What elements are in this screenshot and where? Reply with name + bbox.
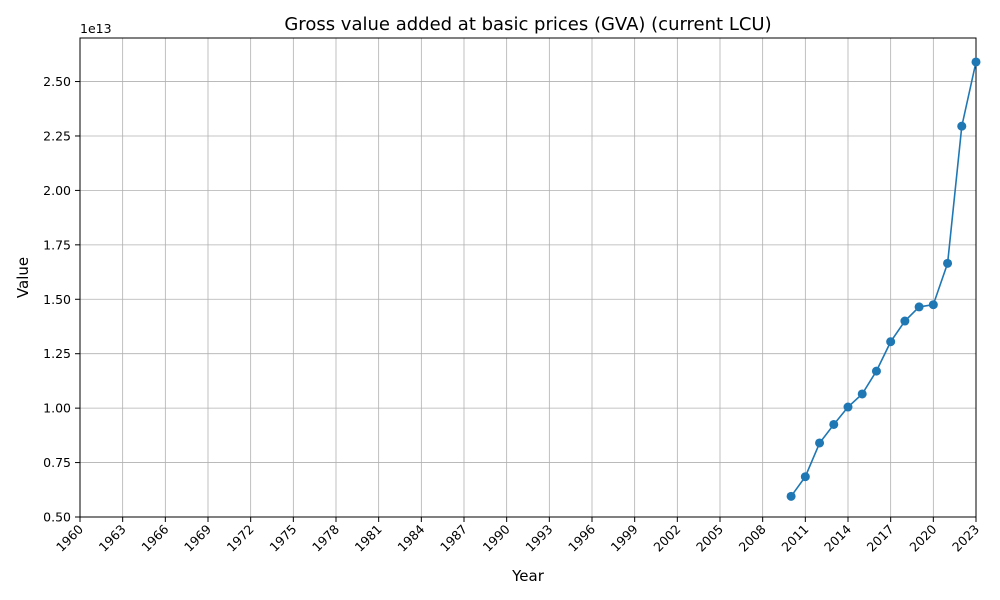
x-tick-label: 2014 bbox=[821, 521, 854, 554]
x-tick-label: 2011 bbox=[778, 522, 811, 555]
data-point bbox=[957, 121, 967, 131]
y-tick-label: 1.50 bbox=[43, 292, 71, 307]
x-tick-label: 2023 bbox=[949, 522, 982, 555]
x-axis: 1960 1963 1966 1969 1972 1975 1978 1981 1984 1987… bbox=[53, 517, 982, 555]
chart-title: Gross value added at basic prices (GVA) … bbox=[284, 14, 771, 35]
data-point bbox=[928, 300, 938, 310]
y-tick-label: 2.50 bbox=[43, 74, 71, 89]
y-tick-label: 1.75 bbox=[43, 237, 71, 252]
x-tick-label: 2008 bbox=[736, 521, 769, 554]
y-tick-label: 0.75 bbox=[43, 455, 71, 470]
y-tick-label: 1.00 bbox=[43, 401, 71, 416]
x-tick-label: 1993 bbox=[522, 522, 555, 555]
data-point bbox=[829, 419, 839, 429]
x-tick-label: 1987 bbox=[437, 522, 470, 555]
x-tick-label: 2005 bbox=[693, 522, 726, 555]
x-tick-label: 1966 bbox=[138, 521, 171, 554]
plot-frame bbox=[79, 37, 977, 518]
y-axis-multiplier: 1e13 bbox=[80, 21, 112, 36]
data-point bbox=[871, 366, 881, 376]
data-points bbox=[786, 57, 981, 501]
x-tick-label: 1990 bbox=[480, 521, 513, 554]
x-tick-label: 1975 bbox=[266, 522, 299, 555]
data-point bbox=[943, 258, 953, 268]
data-point bbox=[786, 491, 796, 501]
data-point bbox=[900, 316, 910, 326]
x-tick-label: 1969 bbox=[181, 521, 214, 554]
y-tick-label: 2.00 bbox=[43, 183, 71, 198]
x-tick-label: 1960 bbox=[53, 521, 86, 554]
y-axis-label: Value bbox=[14, 257, 32, 298]
x-tick-label: 1984 bbox=[394, 521, 427, 554]
y-tick-label: 2.25 bbox=[43, 128, 71, 143]
x-tick-label: 1963 bbox=[96, 522, 129, 555]
series-line bbox=[790, 61, 977, 497]
data-point bbox=[914, 302, 924, 312]
data-point bbox=[843, 402, 853, 412]
x-tick-label: 2002 bbox=[650, 522, 683, 555]
y-tick-label: 0.50 bbox=[43, 510, 71, 525]
x-tick-label: 1981 bbox=[352, 522, 385, 555]
x-axis-label: Year bbox=[511, 567, 545, 585]
grid bbox=[79, 38, 977, 518]
x-tick-label: 2020 bbox=[906, 521, 939, 554]
x-tick-label: 1978 bbox=[309, 521, 342, 554]
y-axis: 0.50 0.75 1.00 1.25 1.50 1.75 2.00 2.25 2.50 bbox=[43, 74, 80, 525]
data-point bbox=[857, 389, 867, 399]
data-point bbox=[815, 438, 825, 448]
y-tick-label: 1.25 bbox=[43, 346, 71, 361]
x-tick-label: 1996 bbox=[565, 521, 598, 554]
x-tick-label: 1972 bbox=[224, 522, 257, 555]
data-point bbox=[800, 472, 810, 482]
data-point bbox=[886, 337, 896, 347]
x-tick-label: 2017 bbox=[864, 522, 897, 555]
x-tick-label: 1999 bbox=[608, 521, 641, 554]
data-point bbox=[971, 57, 981, 67]
